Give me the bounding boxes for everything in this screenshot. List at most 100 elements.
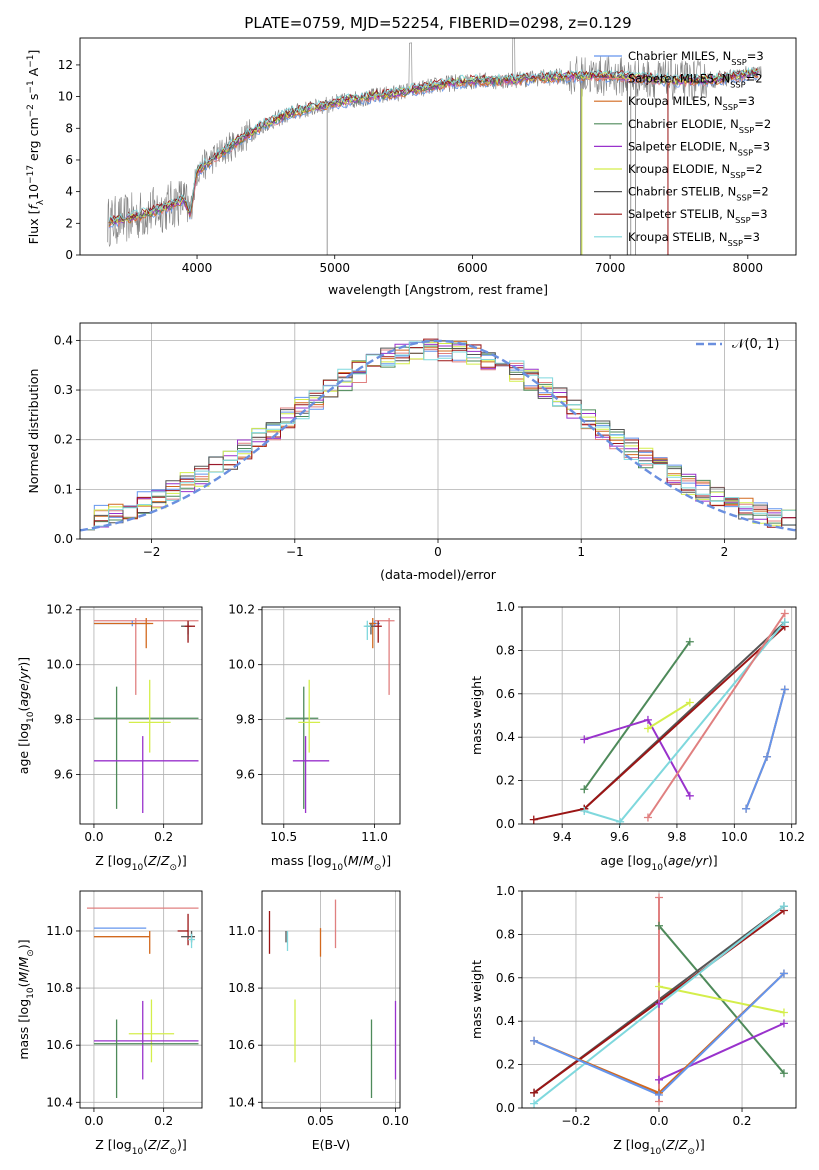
figure-title: PLATE=0759, MJD=52254, FIBERID=0298, z=0… (244, 14, 631, 32)
axes-frame (261, 890, 401, 1109)
y-tick-label: 10.4 (228, 1095, 255, 1109)
y-tick-label: 0.4 (496, 1014, 515, 1028)
y-tick-label: 10.6 (228, 1038, 255, 1052)
y-tick-label: 10.0 (228, 658, 255, 672)
y-tick-label: 10.2 (46, 603, 73, 617)
x-axis-label: E(B-V) (312, 1137, 351, 1152)
weight-marker (655, 921, 663, 930)
x-axis-label: Z [log10(Z/Z⊙)] (613, 1137, 705, 1157)
y-tick-label: 0.2 (496, 774, 515, 788)
plot-area (107, 38, 762, 255)
weight-marker (616, 817, 625, 826)
weight-line (647, 701, 691, 730)
legend-entry: Chabrier ELODIE, NSSP=2 (628, 117, 771, 135)
x-tick-label: 0.2 (154, 830, 173, 844)
x-axis-label: (data-model)/error (380, 567, 497, 582)
weight-marker (529, 815, 538, 824)
y-tick-label: 10.8 (228, 981, 255, 995)
x-tick-label: 10.5 (270, 830, 297, 844)
weight-marker (685, 637, 694, 646)
y-tick-label: 10.4 (46, 1095, 73, 1109)
x-axis-label: Z [log10(Z/Z⊙)] (95, 853, 187, 873)
weight-marker (685, 791, 694, 800)
x-tick-label: 1 (577, 545, 585, 559)
axes-frame (79, 322, 797, 540)
x-tick-label: 0 (434, 545, 442, 559)
axes-frame (261, 606, 401, 825)
weight-marker (779, 1069, 788, 1078)
y-tick-label: 0.0 (54, 532, 73, 546)
y-tick-label: 0.4 (54, 333, 73, 347)
y-axis-label: Normed distribution (26, 369, 41, 494)
y-tick-label: 6 (65, 153, 73, 167)
weight-line (658, 985, 785, 1014)
weight-marker (655, 1090, 663, 1099)
x-tick-label: 6000 (457, 261, 488, 275)
y-tick-label: 9.6 (236, 768, 255, 782)
legend-entry: Chabrier MILES, NSSP=3 (628, 49, 764, 67)
weight-marker (530, 1036, 539, 1045)
weight-marker (643, 813, 652, 822)
model-kroupa-miles (108, 71, 759, 227)
axes-frame (79, 606, 203, 825)
axes-frame (79, 890, 203, 1109)
x-tick-label: 0.10 (382, 1114, 409, 1128)
panel-mass-vs-EBV: 0.05 0.10 10.4 10.6 10.8 11.0 E(B-V) (228, 890, 409, 1152)
x-tick-label: 0.0 (84, 1114, 103, 1128)
legend-entry: Kroupa MILES, NSSP=3 (628, 94, 755, 112)
plot-area (80, 323, 796, 539)
y-tick-label: 0.0 (496, 1101, 515, 1115)
y-tick-label: 9.8 (54, 713, 73, 727)
y-tick-label: 1.0 (496, 884, 515, 898)
x-tick-label: −2 (143, 545, 161, 559)
legend-entry: Kroupa STELIB, NSSP=3 (628, 230, 760, 248)
weight-marker (742, 804, 751, 813)
legend: Chabrier MILES, NSSP=3 Salpeter MILES, NS… (594, 49, 771, 248)
x-tick-label: 0.05 (307, 1114, 334, 1128)
legend-entry: 𝒩(0, 1) (732, 337, 779, 352)
x-tick-label: 11.0 (361, 830, 388, 844)
y-tick-label: 0.4 (496, 730, 515, 744)
model-salpeter-stelib (108, 67, 759, 224)
x-tick-label: 0.0 (84, 830, 103, 844)
y-tick-label: 0.8 (496, 643, 515, 657)
weight-marker (779, 902, 788, 911)
plot-area (522, 607, 796, 824)
weight-line (745, 689, 786, 810)
y-tick-label: 9.6 (54, 768, 73, 782)
weight-line (584, 621, 786, 823)
panel-weight-vs-Z: −0.2 0.0 0.2 0.0 0.2 0.4 0.6 0.8 1.0 Z [log10(Z/Z… (469, 884, 797, 1157)
panel-age-vs-Z: 0.0 0.2 9.6 9.8 10.0 10.2 Z [log10(Z/Z⊙)] age [… (16, 603, 203, 873)
y-axis-label: mass [log10(M/M⊙)] (16, 939, 36, 1059)
y-tick-label: 2 (65, 216, 73, 230)
weight-marker (530, 1099, 539, 1108)
weight-marker (780, 609, 789, 618)
weight-marker (780, 685, 789, 694)
y-tick-label: 10.0 (46, 658, 73, 672)
gaussian-reference (80, 339, 796, 532)
weight-marker (763, 752, 772, 761)
plot-area (80, 607, 202, 824)
y-tick-label: 12 (58, 58, 73, 72)
model-kroupa-stelib (108, 66, 759, 223)
weight-marker (580, 735, 589, 744)
weight-line (658, 1003, 785, 1082)
y-tick-label: 0.2 (496, 1058, 515, 1072)
legend-entry: Salpeter ELODIE, NSSP=3 (628, 139, 770, 157)
y-tick-label: 0.6 (496, 687, 515, 701)
panel-weight-vs-age: 9.4 9.6 9.8 10.0 10.2 0.0 0.2 0.4 0.6 0.8 1.0 age [… (469, 600, 805, 873)
x-tick-label: 0.0 (649, 1114, 668, 1128)
x-tick-label: 0.2 (732, 1114, 751, 1128)
y-tick-label: 10.2 (228, 603, 255, 617)
y-tick-label: 10.6 (46, 1038, 73, 1052)
weight-line (583, 641, 691, 790)
panel-spectrum: 4000 5000 6000 7000 8000 0 2 4 6 8 10 12 Flux [fλ10−… (26, 37, 797, 297)
y-axis-label: mass weight (469, 960, 484, 1039)
y-tick-label: 0.2 (54, 433, 73, 447)
axes-frame (521, 606, 797, 825)
y-tick-label: 0.3 (54, 383, 73, 397)
legend-entry: Kroupa ELODIE, NSSP=2 (628, 162, 763, 180)
x-tick-label: 4000 (182, 261, 213, 275)
y-tick-label: 10 (58, 90, 73, 104)
y-tick-label: 8 (65, 121, 73, 135)
